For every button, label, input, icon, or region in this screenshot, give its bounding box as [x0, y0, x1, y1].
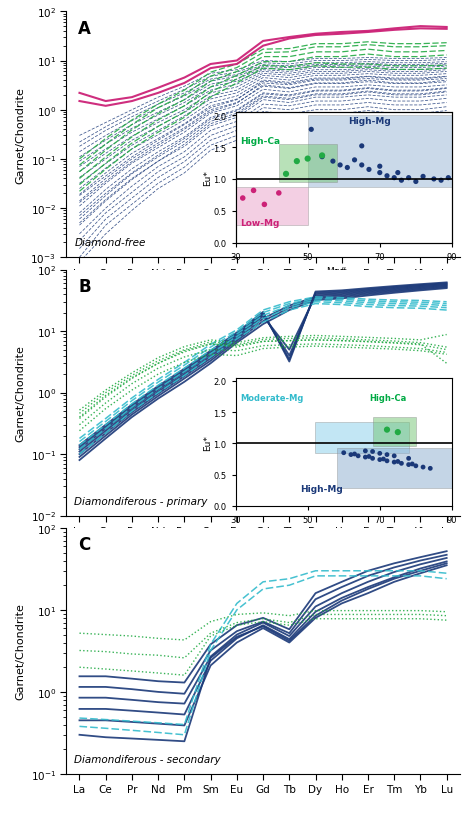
Text: A: A [78, 20, 91, 38]
Y-axis label: Garnet/Chondrite: Garnet/Chondrite [15, 603, 25, 699]
Y-axis label: Garnet/Chondrite: Garnet/Chondrite [15, 345, 25, 441]
Y-axis label: Garnet/Chondrite: Garnet/Chondrite [15, 87, 25, 183]
Text: Diamondiferous - secondary: Diamondiferous - secondary [74, 754, 221, 764]
Text: B: B [78, 278, 91, 296]
Text: C: C [78, 536, 91, 554]
Text: Diamond-free: Diamond-free [74, 238, 146, 248]
Text: Diamondiferous - primary: Diamondiferous - primary [74, 496, 208, 506]
